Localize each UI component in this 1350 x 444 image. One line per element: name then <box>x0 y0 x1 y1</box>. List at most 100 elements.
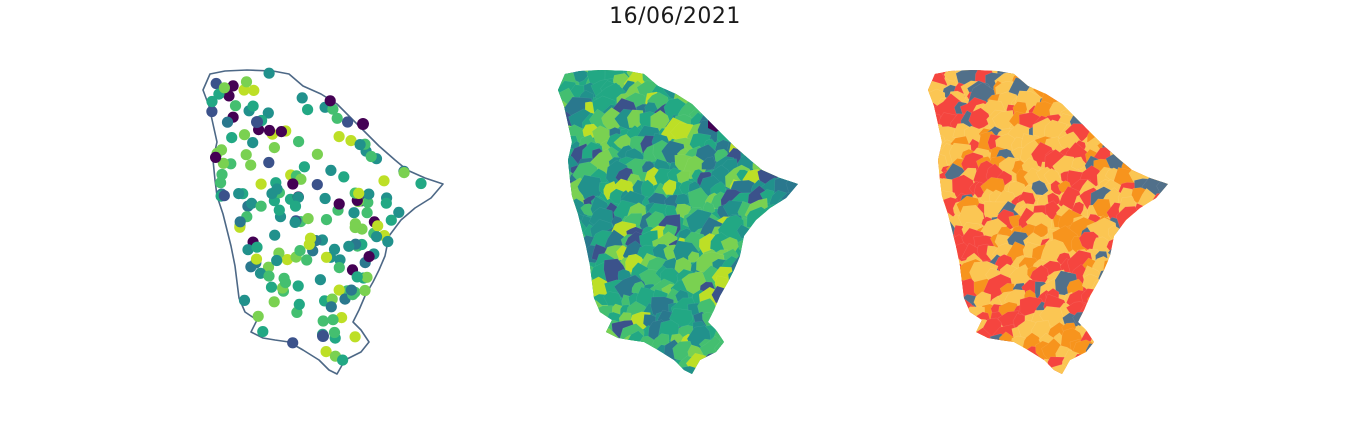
municipality-cell <box>1118 135 1133 150</box>
municipality-cell <box>775 127 798 155</box>
station-dot <box>263 67 275 79</box>
station-dot <box>354 139 366 151</box>
municipality-cell <box>768 104 791 130</box>
municipality-cell <box>1114 324 1132 343</box>
station-dot <box>263 270 275 282</box>
municipality-cell <box>933 276 956 299</box>
municipality-cell <box>761 208 786 232</box>
municipality-cell <box>679 180 693 196</box>
station-dot <box>331 112 343 124</box>
municipality-cell <box>1146 87 1165 111</box>
station-dot <box>287 337 299 349</box>
station-dot <box>349 331 361 343</box>
municipality-cell <box>675 72 699 92</box>
station-dot <box>210 151 222 163</box>
station-dot <box>320 346 332 358</box>
municipality-cell <box>1157 209 1168 227</box>
municipality-cell <box>1088 298 1111 320</box>
municipality-cell <box>938 364 962 374</box>
station-dot <box>218 82 230 94</box>
municipality-cell <box>558 220 571 234</box>
municipality-cell <box>1124 355 1152 374</box>
municipality-cell <box>770 333 795 359</box>
municipality-cell <box>1128 146 1153 165</box>
station-dot <box>333 131 345 143</box>
municipality-cell <box>928 138 930 151</box>
municipality-cell <box>712 100 733 121</box>
station-dot <box>251 116 263 128</box>
station-dot <box>206 105 218 118</box>
station-dot <box>251 241 263 253</box>
municipality-cell <box>738 310 757 328</box>
station-dot <box>257 326 269 338</box>
municipality-cell <box>758 230 776 250</box>
station-dot <box>271 183 283 195</box>
municipality-cell <box>1128 221 1151 244</box>
municipality-cell <box>1063 365 1078 374</box>
municipality-cell <box>928 323 937 339</box>
municipality-cell <box>754 272 779 300</box>
municipal-choropleth-map <box>558 70 798 374</box>
station-dot <box>254 267 267 279</box>
municipality-cell <box>760 221 784 245</box>
municipality-cell <box>558 125 565 142</box>
station-dot <box>275 126 287 138</box>
municipality-cell <box>1116 99 1143 126</box>
municipality-cell <box>761 248 778 263</box>
municipality-cell <box>973 345 999 365</box>
municipality-cell <box>569 244 587 263</box>
municipality-cell <box>1129 304 1157 333</box>
station-dot <box>293 136 305 148</box>
choropleth-cells <box>558 70 798 374</box>
municipality-cell <box>1141 266 1165 296</box>
municipality-cell <box>735 356 752 374</box>
municipality-cell <box>563 252 587 274</box>
station-dot <box>311 148 323 160</box>
station-dot <box>327 314 339 326</box>
municipality-cell <box>568 327 584 342</box>
municipality-cell <box>1077 92 1100 113</box>
municipality-cell <box>701 70 723 94</box>
class-cells <box>928 70 1168 374</box>
municipality-cell <box>565 344 588 364</box>
municipality-cell <box>719 289 748 315</box>
municipality-cell <box>724 311 742 327</box>
station-dot <box>240 149 252 161</box>
municipality-cell <box>716 79 744 103</box>
municipality-cell <box>613 356 636 374</box>
municipality-cell <box>558 347 572 369</box>
municipality-cell <box>986 354 1006 374</box>
municipality-cell <box>1120 70 1138 87</box>
station-dot <box>265 281 278 293</box>
municipality-cell <box>1144 347 1164 368</box>
municipality-cell <box>765 75 782 91</box>
municipality-cell <box>765 247 794 276</box>
municipality-cell <box>938 312 963 334</box>
station-dot <box>353 187 365 199</box>
municipality-cell <box>562 267 577 285</box>
station-dot <box>327 103 339 115</box>
municipality-cell <box>558 250 580 274</box>
municipality-cell <box>1120 91 1138 109</box>
municipality-cell <box>744 83 765 106</box>
station-dot <box>217 157 229 169</box>
municipality-cell <box>1118 261 1147 287</box>
municipality-cell <box>558 350 579 374</box>
municipality-cell <box>749 251 768 270</box>
municipality-cell <box>694 366 707 374</box>
municipality-cell <box>943 70 958 82</box>
municipality-cell <box>558 363 580 374</box>
municipality-cell <box>1140 281 1166 303</box>
municipality-cell <box>558 363 570 374</box>
municipality-cell <box>667 70 696 82</box>
municipality-cell <box>763 349 785 367</box>
municipality-cell <box>1151 192 1168 218</box>
municipality-cell <box>571 358 590 374</box>
municipality-cell <box>1104 70 1125 82</box>
municipality-cell <box>1107 106 1127 123</box>
station-dot <box>378 175 390 187</box>
station-dot <box>333 198 345 210</box>
municipality-cell <box>928 332 936 351</box>
municipality-cell <box>1156 176 1168 199</box>
municipality-cell <box>715 356 744 374</box>
